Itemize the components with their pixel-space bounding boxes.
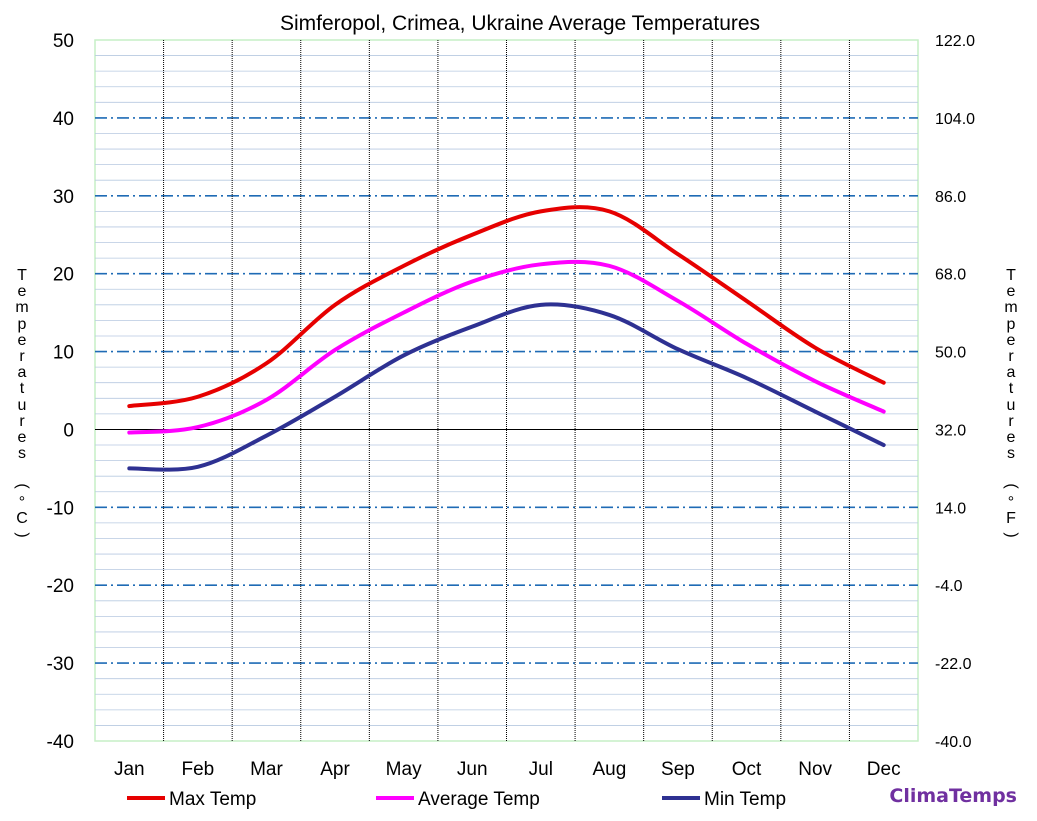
- chart-title: Simferopol, Crimea, Ukraine Average Temp…: [280, 12, 760, 35]
- x-tick-label: Jul: [529, 759, 553, 780]
- y-tick-label-right: 50.0: [935, 345, 966, 362]
- x-tick-label: Oct: [732, 759, 762, 780]
- y-tick-label-right: -4.0: [935, 578, 963, 595]
- y-tick-label-right: 14.0: [935, 500, 966, 517]
- y-tick-label-right: 122.0: [935, 33, 975, 50]
- y-tick-label-left: 0: [63, 420, 74, 441]
- legend-label-min-temp: Min Temp: [704, 789, 786, 810]
- y-tick-label-left: -20: [47, 576, 74, 597]
- x-tick-label: May: [386, 759, 422, 780]
- y-tick-label-right: 86.0: [935, 189, 966, 206]
- y-tick-label-right: -40.0: [935, 734, 972, 751]
- y-tick-label-left: -30: [47, 654, 74, 675]
- legend: Max Temp Average Temp Min Temp: [127, 789, 786, 810]
- axes: 50 40 30 20 10 0 -10 -20 -30 -40 122.0 104.0 86.0 68.…: [47, 31, 976, 780]
- y-tick-label-left: 40: [53, 109, 74, 130]
- x-tick-label: Jan: [114, 759, 145, 780]
- series-lines: [127, 205, 886, 472]
- series-line-average-temp: [127, 259, 886, 435]
- y-tick-label-right: 32.0: [935, 422, 966, 439]
- x-tick-label: Aug: [592, 759, 626, 780]
- y-tick-label-right: 68.0: [935, 267, 966, 284]
- x-tick-label: Apr: [320, 759, 350, 780]
- x-tick-label: Sep: [661, 759, 695, 780]
- series-line-max-temp: [127, 205, 886, 409]
- y-tick-label-left: -40: [47, 732, 74, 753]
- y-tick-label-right: 104.0: [935, 111, 975, 128]
- x-tick-label: Feb: [182, 759, 215, 780]
- y-tick-label-left: 20: [53, 265, 74, 286]
- x-tick-label: Dec: [867, 759, 901, 780]
- x-tick-label: Mar: [250, 759, 283, 780]
- y-tick-label-left: 30: [53, 187, 74, 208]
- x-tick-label: Jun: [457, 759, 488, 780]
- y-tick-label-left: 50: [53, 31, 74, 52]
- grid: [94, 39, 919, 742]
- series-line-min-temp: [127, 302, 886, 472]
- y-tick-label-right: -22.0: [935, 656, 972, 673]
- y-tick-label-left: -10: [47, 498, 74, 519]
- brand-logo[interactable]: ClimaTemps: [889, 785, 1017, 807]
- x-tick-label: Nov: [798, 759, 832, 780]
- y-tick-label-left: 10: [53, 343, 74, 364]
- legend-label-max-temp: Max Temp: [169, 789, 256, 810]
- legend-label-average-temp: Average Temp: [418, 789, 540, 810]
